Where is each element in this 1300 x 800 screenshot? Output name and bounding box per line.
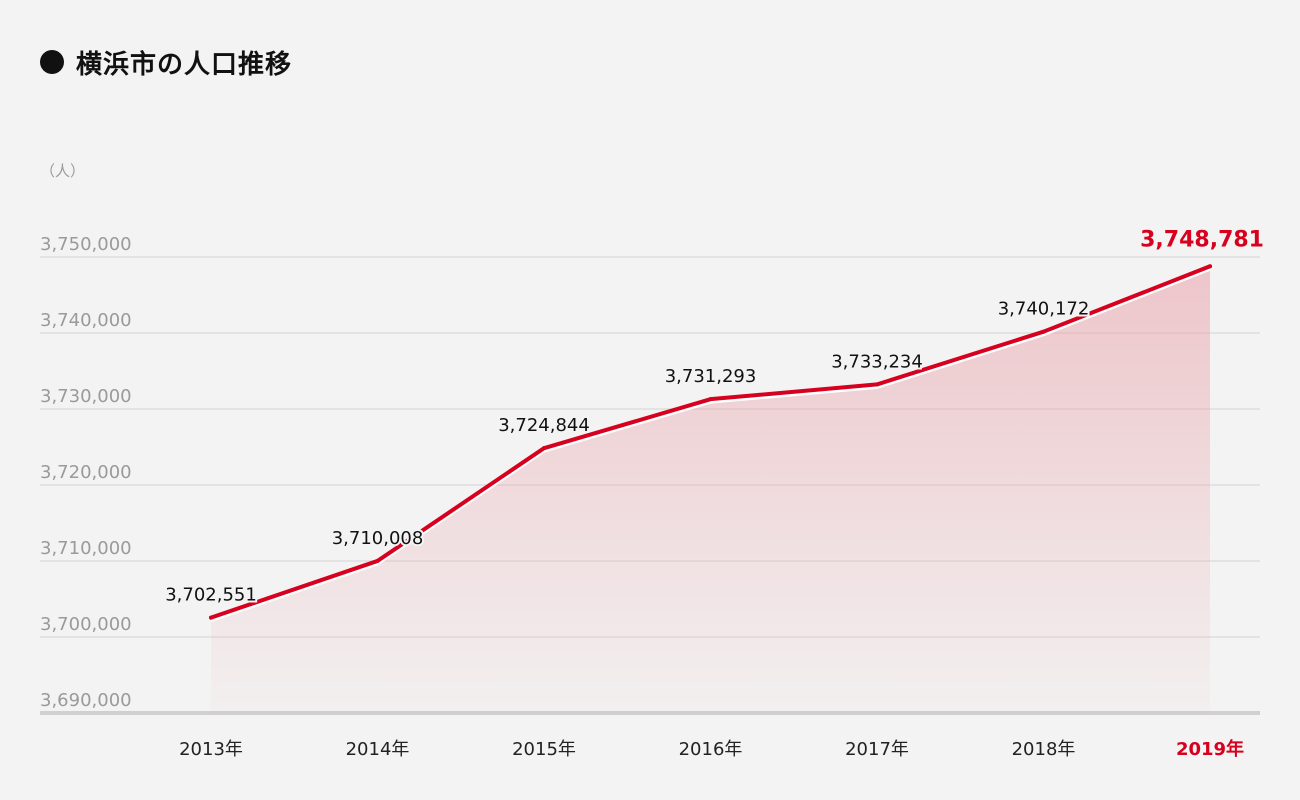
data-point: [875, 382, 879, 387]
x-tick-label: 2019年: [1176, 738, 1244, 760]
chart-title-text: 横浜市の人口推移: [76, 49, 293, 80]
data-label: 3,724,844: [498, 415, 590, 436]
y-tick-label: 3,720,000: [40, 462, 132, 483]
y-axis-ticks: 3,690,000 3,700,000 3,710,000 3,720,000 3,73…: [40, 234, 132, 711]
data-point: [375, 558, 380, 563]
x-tick-label: 2018年: [1012, 739, 1076, 760]
series-line-shadow: [210, 267, 1211, 623]
data-point: [708, 397, 713, 402]
y-tick-label: 3,690,000: [40, 690, 132, 711]
y-tick-label: 3,700,000: [40, 614, 132, 635]
y-axis-unit-label: （人）: [40, 162, 86, 180]
x-axis-ticks: 2013年 2014年 2015年 2016年 2017年 2018年 2019年: [179, 738, 1244, 760]
data-label: 3,733,234: [831, 351, 923, 372]
data-label: 3,740,172: [998, 299, 1090, 320]
title-bullet-icon: [40, 50, 64, 74]
x-tick-label: 2013年: [179, 739, 243, 760]
x-tick-label: 2016年: [679, 739, 743, 760]
y-tick-label: 3,730,000: [40, 386, 132, 407]
data-point: [209, 615, 213, 620]
data-point: [1208, 264, 1212, 269]
area-fill-group: [211, 266, 1210, 713]
data-label: 3,710,008: [332, 528, 424, 549]
data-label: 3,731,293: [665, 366, 757, 387]
y-tick-label: 3,750,000: [40, 234, 132, 255]
x-tick-label: 2017年: [845, 739, 909, 760]
x-tick-label: 2014年: [346, 739, 410, 760]
x-tick-label: 2015年: [512, 739, 576, 760]
data-point: [542, 446, 546, 451]
series-line-group: [209, 264, 1212, 623]
area-fill: [211, 266, 1210, 713]
data-label: 3,702,551: [165, 585, 257, 606]
y-tick-label: 3,710,000: [40, 538, 132, 559]
data-point: [1041, 329, 1046, 334]
data-label: 3,748,781: [1140, 227, 1264, 252]
y-tick-label: 3,740,000: [40, 310, 132, 331]
chart-title: 横浜市の人口推移: [40, 42, 292, 82]
data-labels: 3,702,551 3,710,008 3,724,844 3,731,293 3,73…: [163, 227, 1264, 607]
